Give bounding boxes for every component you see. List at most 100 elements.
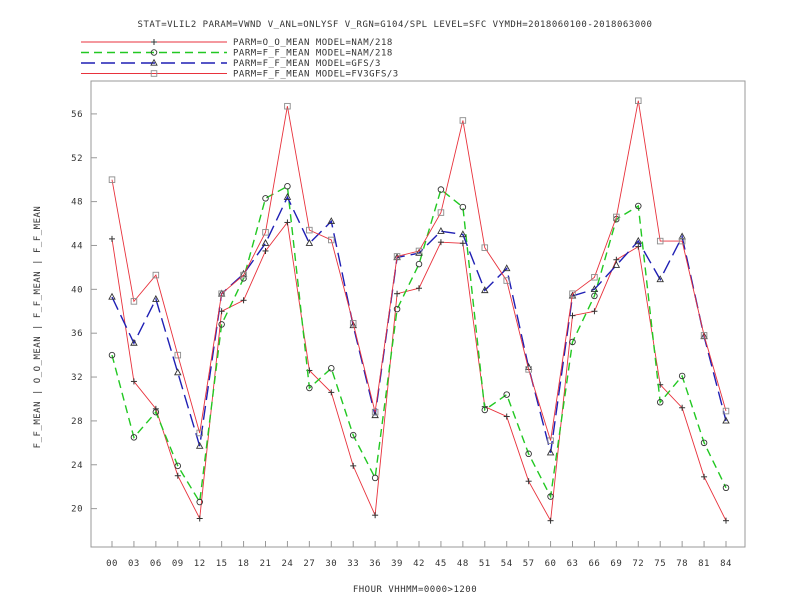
x-tick-label: 72: [632, 559, 644, 569]
data-point-triangle: [634, 236, 643, 244]
data-point-square: [503, 277, 510, 284]
data-point-square: [174, 351, 182, 359]
data-point-triangle: [174, 368, 182, 376]
x-tick-label: 45: [435, 559, 447, 569]
x-tick-label: 30: [325, 559, 337, 569]
data-point-plus: [151, 39, 157, 45]
data-point-square: [481, 244, 489, 251]
data-point-square: [437, 209, 445, 216]
data-point-triangle: [152, 294, 160, 302]
x-tick-label: 33: [347, 559, 359, 569]
data-point-square: [656, 237, 664, 245]
y-tick-label: 32: [71, 373, 83, 383]
y-tick-label: 36: [71, 329, 83, 339]
data-point-circle: [722, 484, 730, 492]
data-point-square: [108, 176, 116, 183]
data-point-circle: [130, 434, 138, 441]
data-point-circle: [459, 203, 467, 211]
data-point-plus: [372, 512, 379, 519]
series-2: [108, 183, 730, 506]
data-point-circle: [108, 351, 116, 359]
data-point-triangle: [590, 285, 599, 292]
x-tick-label: 42: [413, 559, 425, 569]
data-point-triangle: [305, 239, 314, 246]
data-point-square: [152, 271, 160, 279]
data-point-square: [196, 429, 203, 437]
x-tick-label: 48: [457, 559, 469, 569]
x-tick-label: 21: [260, 559, 272, 569]
data-point-plus: [196, 515, 203, 522]
data-point-square: [635, 97, 642, 104]
data-point-circle: [196, 498, 203, 506]
x-tick-label: 54: [501, 559, 513, 569]
data-point-triangle: [656, 275, 664, 283]
x-tick-label: 84: [720, 559, 732, 569]
data-point-triangle: [502, 264, 511, 272]
data-point-plus: [701, 473, 708, 480]
data-point-triangle: [459, 230, 467, 238]
data-point-triangle: [108, 292, 116, 300]
series-3: [108, 192, 730, 456]
y-axis-label: F_F_MEAN | O_O_MEAN | F_F_MEAN | F_F_MEA…: [33, 206, 43, 449]
data-point-square: [722, 407, 730, 415]
data-point-circle: [700, 439, 708, 447]
data-point-plus: [152, 405, 159, 412]
data-point-circle: [503, 391, 510, 398]
data-point-plus: [109, 235, 115, 242]
data-point-square: [262, 229, 269, 236]
y-tick-label: 56: [71, 110, 83, 120]
data-point-circle: [525, 450, 532, 458]
data-point-plus: [679, 404, 686, 411]
data-point-square: [150, 70, 158, 77]
x-tick-label: 63: [567, 559, 579, 569]
data-point-square: [569, 290, 576, 297]
data-point-triangle: [612, 260, 621, 268]
data-point-triangle: [283, 192, 292, 200]
data-point-circle: [591, 292, 598, 300]
data-point-circle: [174, 462, 182, 470]
data-point-square: [306, 226, 313, 234]
data-point-plus: [723, 517, 729, 524]
data-point-plus: [130, 378, 137, 385]
data-point-triangle: [327, 217, 336, 224]
data-point-circle: [656, 399, 664, 406]
data-point-circle: [547, 493, 554, 500]
data-point-circle: [150, 49, 158, 56]
data-point-square: [130, 298, 138, 305]
series-4: [108, 97, 730, 444]
data-point-circle: [415, 260, 423, 268]
data-point-square: [349, 320, 357, 327]
x-tick-label: 78: [676, 559, 688, 569]
y-axis: 20 24 28 32 36 40 44 48 52 56: [71, 110, 97, 515]
data-point-triangle: [722, 416, 730, 424]
x-tick-label: 06: [150, 559, 162, 569]
data-point-triangle: [239, 269, 248, 277]
data-point-circle: [284, 183, 291, 190]
data-point-triangle: [437, 226, 445, 234]
data-point-triangle: [261, 239, 270, 246]
data-point-square: [459, 117, 467, 124]
data-point-square: [371, 408, 379, 416]
series-line: [111, 185, 727, 505]
data-point-plus: [328, 389, 335, 396]
series-line: [111, 195, 727, 453]
data-point-square: [415, 247, 423, 255]
data-point-square: [525, 366, 532, 373]
data-point-square: [678, 237, 686, 245]
x-tick-label: 51: [479, 559, 491, 569]
data-point-plus: [394, 290, 401, 297]
series-layer: [108, 97, 730, 524]
data-point-square: [218, 290, 225, 297]
data-point-plus: [569, 312, 576, 319]
data-point-plus: [437, 239, 444, 246]
data-point-triangle: [678, 232, 686, 240]
data-point-square: [393, 253, 401, 260]
data-point-circle: [152, 408, 160, 416]
data-point-plus: [547, 517, 554, 524]
data-point-plus: [174, 472, 181, 479]
data-point-triangle: [481, 286, 489, 294]
data-point-circle: [371, 474, 379, 482]
series-line: [111, 100, 727, 441]
y-tick-label: 48: [71, 198, 83, 208]
y-tick-label: 20: [71, 505, 83, 515]
